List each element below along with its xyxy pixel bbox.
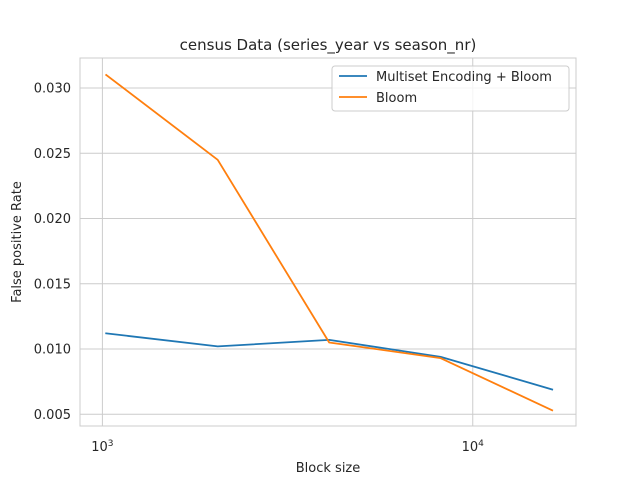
legend-label-bloom: Bloom xyxy=(376,91,417,106)
plot-frame xyxy=(79,57,577,427)
y-tick-label: 0.005 xyxy=(34,408,71,423)
x-tick-label: 104 xyxy=(462,439,485,455)
y-tick-label: 0.015 xyxy=(34,277,71,292)
plot-background xyxy=(80,58,576,426)
y-axis-label: False positive Rate xyxy=(10,181,25,303)
grid xyxy=(80,58,576,426)
x-tick-labels: 103 104 xyxy=(91,439,484,455)
legend: Multiset Encoding + Bloom Bloom xyxy=(331,65,570,112)
y-tick-labels: 0.005 0.010 0.015 0.020 0.025 0.030 xyxy=(34,82,71,423)
y-tick-label: 0.020 xyxy=(34,212,71,227)
x-tick-label: 103 xyxy=(91,439,113,455)
series-line-multiset-encoding-bloom xyxy=(105,332,554,391)
chart-title: census Data (series_year vs season_nr) xyxy=(180,36,477,55)
series-layer xyxy=(104,73,554,412)
legend-box xyxy=(331,65,570,112)
y-tick-label: 0.010 xyxy=(34,343,71,358)
y-tick-label: 0.030 xyxy=(34,82,71,97)
y-tick-label: 0.025 xyxy=(34,147,71,162)
x-axis-label: Block size xyxy=(296,461,361,476)
series-line-bloom xyxy=(104,73,554,412)
legend-label-multiset: Multiset Encoding + Bloom xyxy=(376,70,552,85)
